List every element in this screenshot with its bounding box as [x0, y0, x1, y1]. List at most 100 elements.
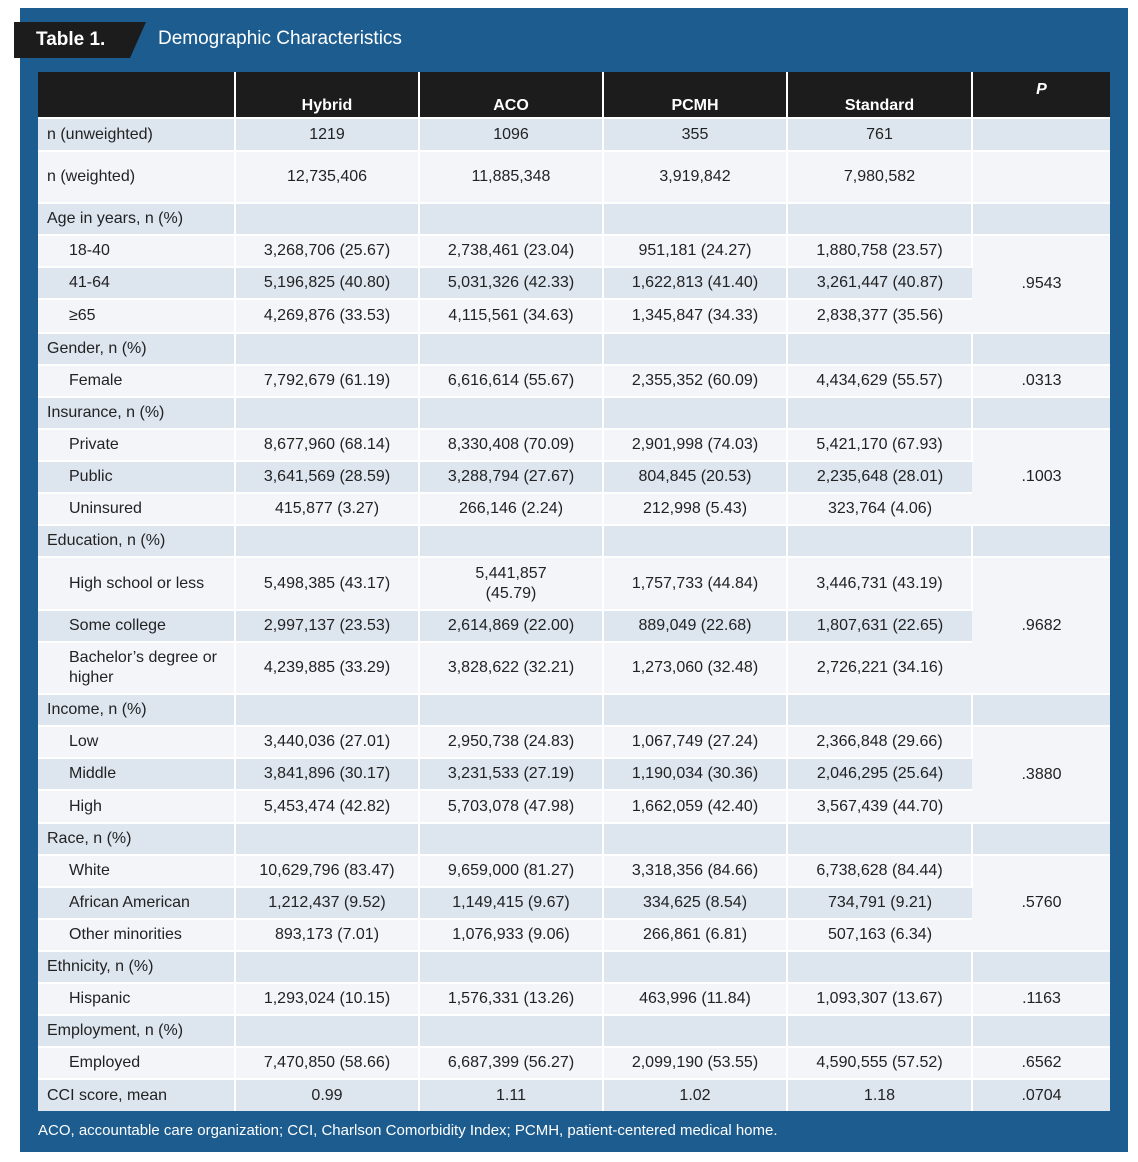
cell: 2,099,190 (53.55) [603, 1046, 788, 1079]
row-label: ≥65 [38, 298, 236, 333]
table-row: Middle 3,841,896 (30.17) 3,231,533 (27.1… [38, 757, 1110, 790]
cell: 893,173 (7.01) [235, 918, 420, 951]
cell: 734,791 (9.21) [787, 886, 972, 919]
cell: 5,421,170 (67.93) [787, 428, 973, 461]
header-p: P [972, 72, 1110, 118]
cell: 2,366,848 (29.66) [787, 725, 973, 758]
table-row: Female 7,792,679 (61.19) 6,616,614 (55.6… [38, 364, 1110, 397]
row-label: Uninsured [38, 492, 236, 525]
cell: 7,792,679 (61.19) [235, 364, 420, 397]
table-row: ≥65 4,269,876 (33.53) 4,115,561 (34.63) … [38, 298, 1110, 333]
cell: 1219 [235, 117, 420, 151]
section-row: Employment, n (%) [38, 1014, 1110, 1047]
cell: 3,446,731 (43.19) [787, 556, 973, 610]
p-cell [972, 150, 1110, 203]
demographics-table: Hybrid ACO PCMH Standard P n (unweighted… [38, 72, 1110, 1111]
header-row: Hybrid ACO PCMH Standard P [38, 72, 1110, 118]
row-label: Other minorities [38, 918, 236, 951]
cell: 1,345,847 (34.33) [603, 298, 788, 333]
row-label: CCI score, mean [38, 1078, 236, 1111]
row-label: High [38, 789, 236, 823]
table-row: High 5,453,474 (42.82) 5,703,078 (47.98)… [38, 789, 1110, 823]
table-row: African American 1,212,437 (9.52) 1,149,… [38, 886, 1110, 919]
section-label: Income, n (%) [38, 693, 236, 726]
cell: 3,919,842 [603, 150, 788, 203]
cell: 5,196,825 (40.80) [235, 266, 420, 299]
cell: 2,235,648 (28.01) [787, 460, 972, 493]
row-label: n (weighted) [38, 150, 236, 203]
table-label-box: Table 1. [14, 22, 146, 58]
table-row: 41-64 5,196,825 (40.80) 5,031,326 (42.33… [38, 266, 1110, 299]
cell: 3,231,533 (27.19) [419, 757, 604, 790]
cell: 1096 [419, 117, 604, 151]
p-value: .1163 [972, 982, 1110, 1015]
cell: 4,239,885 (33.29) [235, 641, 420, 694]
row-label: Employed [38, 1046, 236, 1079]
row-label: Some college [38, 609, 236, 642]
cell: 1,807,631 (22.65) [787, 609, 972, 642]
cell: 1,149,415 (9.67) [419, 886, 604, 919]
row-label: 41-64 [38, 266, 236, 299]
table-row: n (weighted) 12,735,406 11,885,348 3,919… [38, 150, 1110, 203]
section-row: Education, n (%) [38, 524, 1110, 557]
cell: 2,726,221 (34.16) [787, 641, 972, 694]
table-container: Hybrid ACO PCMH Standard P n (unweighted… [38, 72, 1110, 1111]
header-aco: ACO [419, 72, 604, 118]
cell: 6,616,614 (55.67) [419, 364, 604, 397]
cell: 1,662,059 (42.40) [603, 789, 788, 823]
row-label: African American [38, 886, 236, 919]
cell: 1,757,733 (44.84) [603, 556, 788, 610]
section-row: Ethnicity, n (%) [38, 950, 1110, 983]
cell: 4,590,555 (57.52) [787, 1046, 973, 1079]
cell: 266,146 (2.24) [419, 492, 604, 525]
table-row: Some college 2,997,137 (23.53) 2,614,869… [38, 609, 1110, 642]
cell: 1,093,307 (13.67) [787, 982, 973, 1015]
section-label: Education, n (%) [38, 524, 236, 557]
cell: 12,735,406 [235, 150, 420, 203]
cell: 761 [787, 117, 973, 151]
table-row: Hispanic 1,293,024 (10.15) 1,576,331 (13… [38, 982, 1110, 1015]
cell: 1,293,024 (10.15) [235, 982, 420, 1015]
section-label: Age in years, n (%) [38, 202, 236, 235]
table-row: Bachelor’s degree or higher 4,239,885 (3… [38, 641, 1110, 694]
table-row: n (unweighted) 1219 1096 355 761 [38, 117, 1110, 151]
cell: 266,861 (6.81) [603, 918, 788, 951]
row-label: High school or less [38, 556, 236, 610]
cell: 1.02 [603, 1078, 788, 1111]
cell: 3,567,439 (44.70) [787, 789, 972, 823]
cell: 4,269,876 (33.53) [235, 298, 420, 333]
cell: 0.99 [235, 1078, 420, 1111]
cell: 3,841,896 (30.17) [235, 757, 420, 790]
row-label: Bachelor’s degree or higher [38, 641, 236, 694]
section-row: Income, n (%) [38, 693, 1110, 726]
cell: 5,703,078 (47.98) [419, 789, 604, 823]
table-row: White 10,629,796 (83.47) 9,659,000 (81.2… [38, 854, 1110, 951]
cell: 2,355,352 (60.09) [603, 364, 788, 397]
p-cell [972, 117, 1110, 151]
section-label: Gender, n (%) [38, 332, 236, 365]
row-label: Middle [38, 757, 236, 790]
row-label: Hispanic [38, 982, 236, 1015]
row-label: 18-40 [38, 234, 236, 267]
cell: 1.11 [419, 1078, 604, 1111]
p-value: .0313 [972, 364, 1110, 397]
p-value: .9543 [972, 234, 1110, 333]
cell: 2,738,461 (23.04) [419, 234, 604, 267]
cell: 355 [603, 117, 788, 151]
table-row: 18-40 3,268,706 (25.67) 2,738,461 (23.04… [38, 234, 1110, 333]
footnote: ACO, accountable care organization; CCI,… [38, 1122, 778, 1139]
cell: 3,318,356 (84.66) [603, 854, 788, 887]
cell: 3,440,036 (27.01) [235, 725, 420, 758]
cell: 804,845 (20.53) [603, 460, 788, 493]
cell: 1,576,331 (13.26) [419, 982, 604, 1015]
section-row: Gender, n (%) [38, 332, 1110, 365]
cell: 5,498,385 (43.17) [235, 556, 420, 610]
table-row: Low 3,440,036 (27.01) 2,950,738 (24.83) … [38, 725, 1110, 823]
row-label: White [38, 854, 236, 887]
section-label: Insurance, n (%) [38, 396, 236, 429]
section-row: Race, n (%) [38, 822, 1110, 855]
table-row: High school or less 5,498,385 (43.17) 5,… [38, 556, 1110, 694]
section-row: Insurance, n (%) [38, 396, 1110, 429]
cell: 7,470,850 (58.66) [235, 1046, 420, 1079]
header-pcmh: PCMH [603, 72, 788, 118]
